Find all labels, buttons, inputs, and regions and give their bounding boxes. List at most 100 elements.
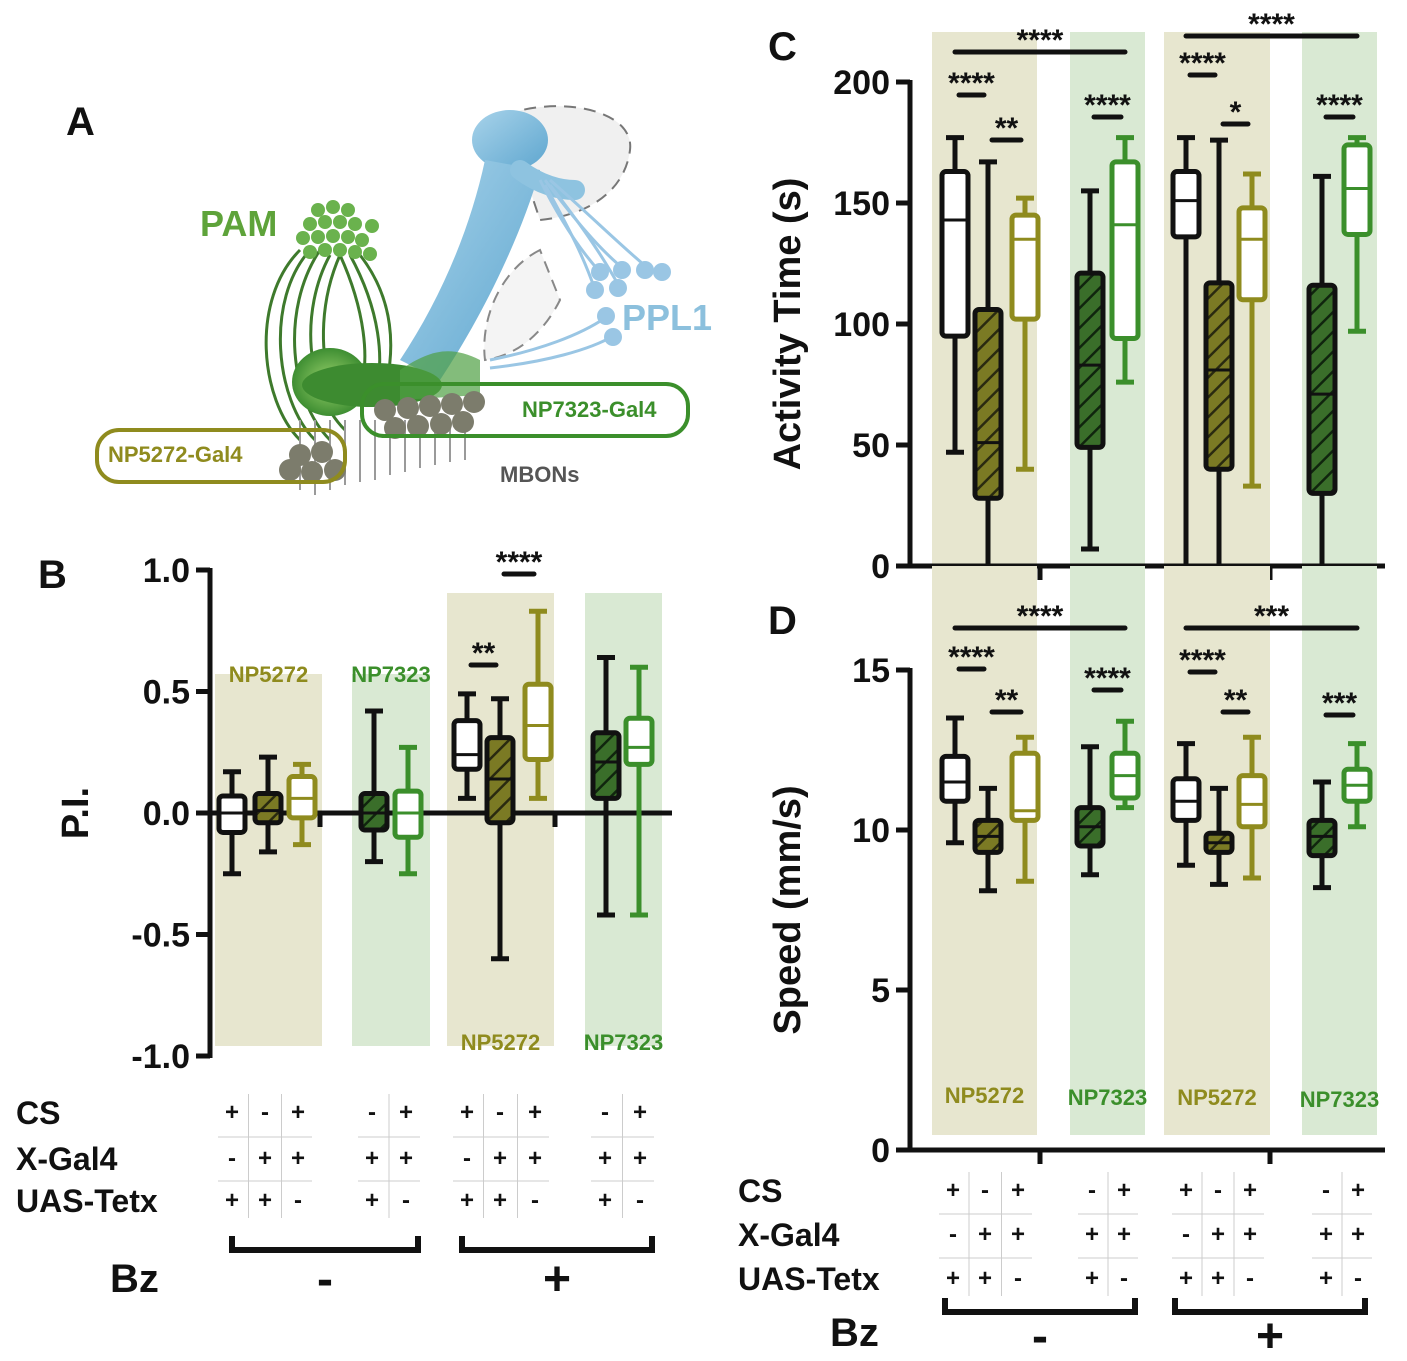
genotype-sign: + bbox=[1243, 1221, 1257, 1248]
box-iqr bbox=[1170, 169, 1202, 240]
panel-a-letter: A bbox=[66, 100, 95, 144]
genotype-sign: + bbox=[1117, 1221, 1131, 1248]
genotype-sign: - bbox=[496, 1099, 504, 1126]
box-9-gal4 bbox=[1341, 741, 1373, 830]
genotype-row-label: CS bbox=[16, 1095, 60, 1131]
panel-b-boxes bbox=[216, 608, 655, 962]
box-iqr bbox=[1306, 817, 1338, 859]
genotype-sign: + bbox=[399, 1145, 413, 1172]
box-iqr bbox=[451, 718, 483, 772]
genotype-sign: + bbox=[1085, 1265, 1099, 1292]
y-tick-label: 10 bbox=[852, 812, 890, 850]
genotype-sign: + bbox=[1179, 1265, 1193, 1292]
pam-somata bbox=[296, 200, 379, 261]
y-tick-label: 100 bbox=[833, 306, 890, 344]
shade-label-np5272: NP5272 bbox=[229, 662, 309, 687]
box-3-tetx bbox=[1074, 744, 1106, 878]
genotype-sign: - bbox=[463, 1145, 471, 1172]
genotype-sign: + bbox=[633, 1145, 647, 1172]
y-tick-label: 15 bbox=[852, 652, 890, 690]
panel-a-diagram: A PPL1 bbox=[66, 100, 712, 495]
box-5-control bbox=[1170, 741, 1202, 868]
box-6-tetx bbox=[484, 696, 516, 962]
genotype-sign: + bbox=[493, 1187, 507, 1214]
ppl1-label: PPL1 bbox=[622, 297, 712, 338]
genotype-sign: - bbox=[1120, 1265, 1128, 1292]
panel-c-significance: *************** ******** **** bbox=[948, 8, 1363, 145]
y-tick-label: 1.0 bbox=[143, 552, 190, 590]
genotype-sign: - bbox=[294, 1187, 302, 1214]
box-0-control bbox=[216, 769, 248, 877]
significance-stars: **** bbox=[1179, 47, 1226, 80]
bz-label: Bz bbox=[830, 1311, 879, 1355]
b-shade-1 bbox=[352, 674, 430, 1046]
box-iqr bbox=[1306, 282, 1338, 496]
y-tick-label: 150 bbox=[833, 185, 890, 223]
genotype-sign: + bbox=[1211, 1221, 1225, 1248]
panel-d-significance: **************** ******* *** bbox=[948, 600, 1360, 720]
genotype-sign: - bbox=[228, 1145, 236, 1172]
box-3-tetx bbox=[1074, 188, 1106, 552]
y-tick-label: -1.0 bbox=[131, 1038, 190, 1076]
genotype-sign: + bbox=[1351, 1221, 1365, 1248]
mushroom-body-shape bbox=[400, 110, 585, 380]
genotype-sign: - bbox=[368, 1099, 376, 1126]
genotype-sign: + bbox=[1011, 1221, 1025, 1248]
np5272-box bbox=[95, 428, 347, 484]
box-iqr bbox=[1203, 280, 1235, 472]
panel-c-letter: C bbox=[768, 25, 797, 69]
box-4-gal4 bbox=[1109, 135, 1141, 385]
genotype-sign: - bbox=[981, 1177, 989, 1204]
y-tick-label: 200 bbox=[833, 64, 890, 102]
genotype-sign: + bbox=[978, 1265, 992, 1292]
genotype-sign: - bbox=[1182, 1221, 1190, 1248]
box-iqr bbox=[1170, 776, 1202, 823]
genotype-sign: + bbox=[258, 1145, 272, 1172]
box-7-gal4 bbox=[1236, 171, 1268, 489]
bz-minus: - bbox=[317, 1253, 333, 1306]
box-0-control bbox=[939, 135, 971, 455]
bz-plus: + bbox=[543, 1253, 571, 1306]
pam-label: PAM bbox=[200, 203, 277, 244]
genotype-row-label: X-Gal4 bbox=[738, 1217, 840, 1253]
np7323-gal4-label: NP7323-Gal4 bbox=[522, 397, 657, 422]
box-2-gal4 bbox=[286, 761, 318, 848]
genotype-sign: + bbox=[1319, 1221, 1333, 1248]
panel-b-shaded-regions: NP5272 NP7323 NP5272 NP7323 bbox=[215, 593, 663, 1055]
genotype-sign: + bbox=[1243, 1177, 1257, 1204]
genotype-sign: + bbox=[365, 1187, 379, 1214]
genotype-sign: - bbox=[402, 1187, 410, 1214]
significance-stars: ** bbox=[995, 112, 1019, 145]
y-tick-label: -0.5 bbox=[131, 917, 190, 955]
genotype-sign: + bbox=[1011, 1177, 1025, 1204]
genotype-sign: + bbox=[399, 1099, 413, 1126]
mbons-label: MBONs bbox=[500, 462, 579, 487]
bz-plus: + bbox=[1256, 1310, 1284, 1361]
box-iqr bbox=[1074, 270, 1106, 450]
box-6-tetx bbox=[1203, 785, 1235, 887]
shade-label-np5272: NP5272 bbox=[1177, 1085, 1257, 1110]
genotype-sign: + bbox=[528, 1099, 542, 1126]
genotype-sign: - bbox=[636, 1187, 644, 1214]
shade-label-np7323: NP7323 bbox=[1300, 1087, 1380, 1112]
np7323-box bbox=[360, 382, 690, 438]
shade-label-np7323: NP7323 bbox=[584, 1030, 664, 1055]
panel-c-axes: 200 150 100 50 0 Activity Time (s) bbox=[767, 64, 1385, 586]
genotype-sign: + bbox=[598, 1187, 612, 1214]
genotype-sign: + bbox=[633, 1099, 647, 1126]
genotype-sign: + bbox=[291, 1145, 305, 1172]
bz-bracket bbox=[1172, 1298, 1368, 1315]
lobe-outline bbox=[483, 248, 562, 362]
panel-d-letter: D bbox=[768, 599, 797, 643]
genotype-sign: + bbox=[528, 1145, 542, 1172]
box-1-tetx bbox=[972, 159, 1004, 569]
panel-d-axes: 15 10 5 0 Speed (mm/s) bbox=[767, 652, 1385, 1170]
box-9-gal4 bbox=[1341, 135, 1373, 334]
genotype-row-label: UAS-Tetx bbox=[738, 1261, 880, 1297]
panel-d-speed-chart: D NP5272 NP7323 NP5272 NP7323 15 10 5 0 Speed (… bbox=[738, 566, 1385, 1361]
box-2-gal4 bbox=[1009, 734, 1041, 884]
panel-b-significance: ****** bbox=[468, 546, 543, 670]
genotype-sign: + bbox=[1085, 1221, 1099, 1248]
